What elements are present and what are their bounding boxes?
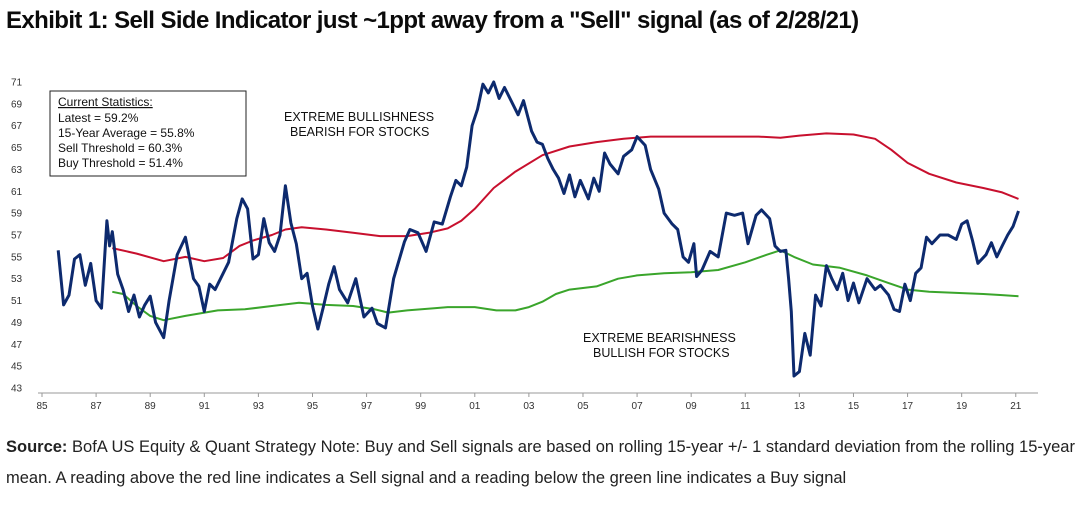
y-tick-label: 51 — [11, 296, 23, 307]
annotation-bearish-for-stocks: BEARISH FOR STOCKS — [290, 125, 429, 139]
x-tick-label: 91 — [199, 401, 211, 412]
annotation-extreme-bullishness: EXTREME BULLISHNESS — [284, 110, 434, 124]
indicator-line — [56, 80, 1020, 378]
x-tick-label: 89 — [145, 401, 157, 412]
stats-line-average: 15-Year Average = 55.8% — [58, 126, 195, 140]
y-tick-label: 43 — [11, 384, 23, 395]
y-tick-label: 49 — [11, 318, 23, 329]
series-layer — [56, 80, 1020, 378]
source-label: Source: — [6, 438, 68, 456]
stats-box: Current Statistics: Latest = 59.2% 15-Ye… — [49, 90, 247, 177]
stats-box-border — [49, 90, 247, 177]
x-tick-label: 13 — [794, 401, 806, 412]
stats-line-sell-threshold: Sell Threshold = 60.3% — [58, 141, 183, 155]
x-tick-label: 07 — [632, 401, 644, 412]
x-tick-label: 15 — [848, 401, 860, 412]
x-tick-label: 21 — [1010, 401, 1022, 412]
x-tick-label: 99 — [415, 401, 427, 412]
x-tick-label: 93 — [253, 401, 265, 412]
x-tick-label: 11 — [740, 401, 751, 412]
line-chart: 43 45 47 49 51 53 55 57 59 61 63 65 67 69 71 85 87 89 91 9… — [11, 78, 1038, 412]
y-tick-label: 59 — [11, 209, 23, 220]
source-note: Source: BofA US Equity & Quant Strategy … — [6, 432, 1076, 494]
x-tick-label: 95 — [307, 401, 319, 412]
stats-line-latest: Latest = 59.2% — [58, 111, 139, 125]
x-tick-label: 19 — [956, 401, 968, 412]
x-tick-label: 01 — [469, 401, 481, 412]
annotation-extreme-bearishness: EXTREME BEARISHNESS — [583, 331, 736, 345]
x-tick-label: 03 — [523, 401, 535, 412]
annotation-bullish-for-stocks: BULLISH FOR STOCKS — [593, 346, 730, 360]
plot-area: 43 45 47 49 51 53 55 57 59 61 63 65 67 69 71 85 87 89 91 9… — [11, 78, 1038, 412]
y-axis: 43 45 47 49 51 53 55 57 59 61 63 65 67 69 71 — [11, 78, 23, 395]
x-tick-label: 87 — [91, 401, 103, 412]
stats-heading: Current Statistics: — [58, 95, 153, 109]
sell-threshold-line — [112, 132, 1019, 263]
x-tick-label: 09 — [686, 401, 698, 412]
chart-title: Exhibit 1: Sell Side Indicator just ~1pp… — [6, 7, 859, 34]
source-text: BofA US Equity & Quant Strategy Note: Bu… — [6, 438, 1075, 487]
x-tick-label: 97 — [361, 401, 373, 412]
y-tick-label: 45 — [11, 362, 23, 373]
y-tick-label: 61 — [11, 187, 23, 198]
stats-line-buy-threshold: Buy Threshold = 51.4% — [58, 156, 183, 170]
y-tick-label: 47 — [11, 340, 23, 351]
x-tick-label: 17 — [902, 401, 914, 412]
y-tick-label: 55 — [11, 252, 23, 263]
x-axis: 85 87 89 91 93 95 97 99 01 03 05 07 09 11 13 15 17 19 21 — [36, 393, 1022, 412]
y-tick-label: 57 — [11, 231, 23, 242]
y-tick-label: 69 — [11, 99, 23, 110]
y-tick-label: 67 — [11, 121, 23, 132]
y-tick-label: 53 — [11, 274, 23, 285]
y-tick-label: 65 — [11, 143, 23, 154]
y-tick-label: 71 — [11, 78, 23, 89]
x-tick-label: 05 — [577, 401, 589, 412]
x-tick-label: 85 — [36, 401, 48, 412]
buy-threshold-line — [112, 249, 1019, 322]
y-tick-label: 63 — [11, 165, 23, 176]
